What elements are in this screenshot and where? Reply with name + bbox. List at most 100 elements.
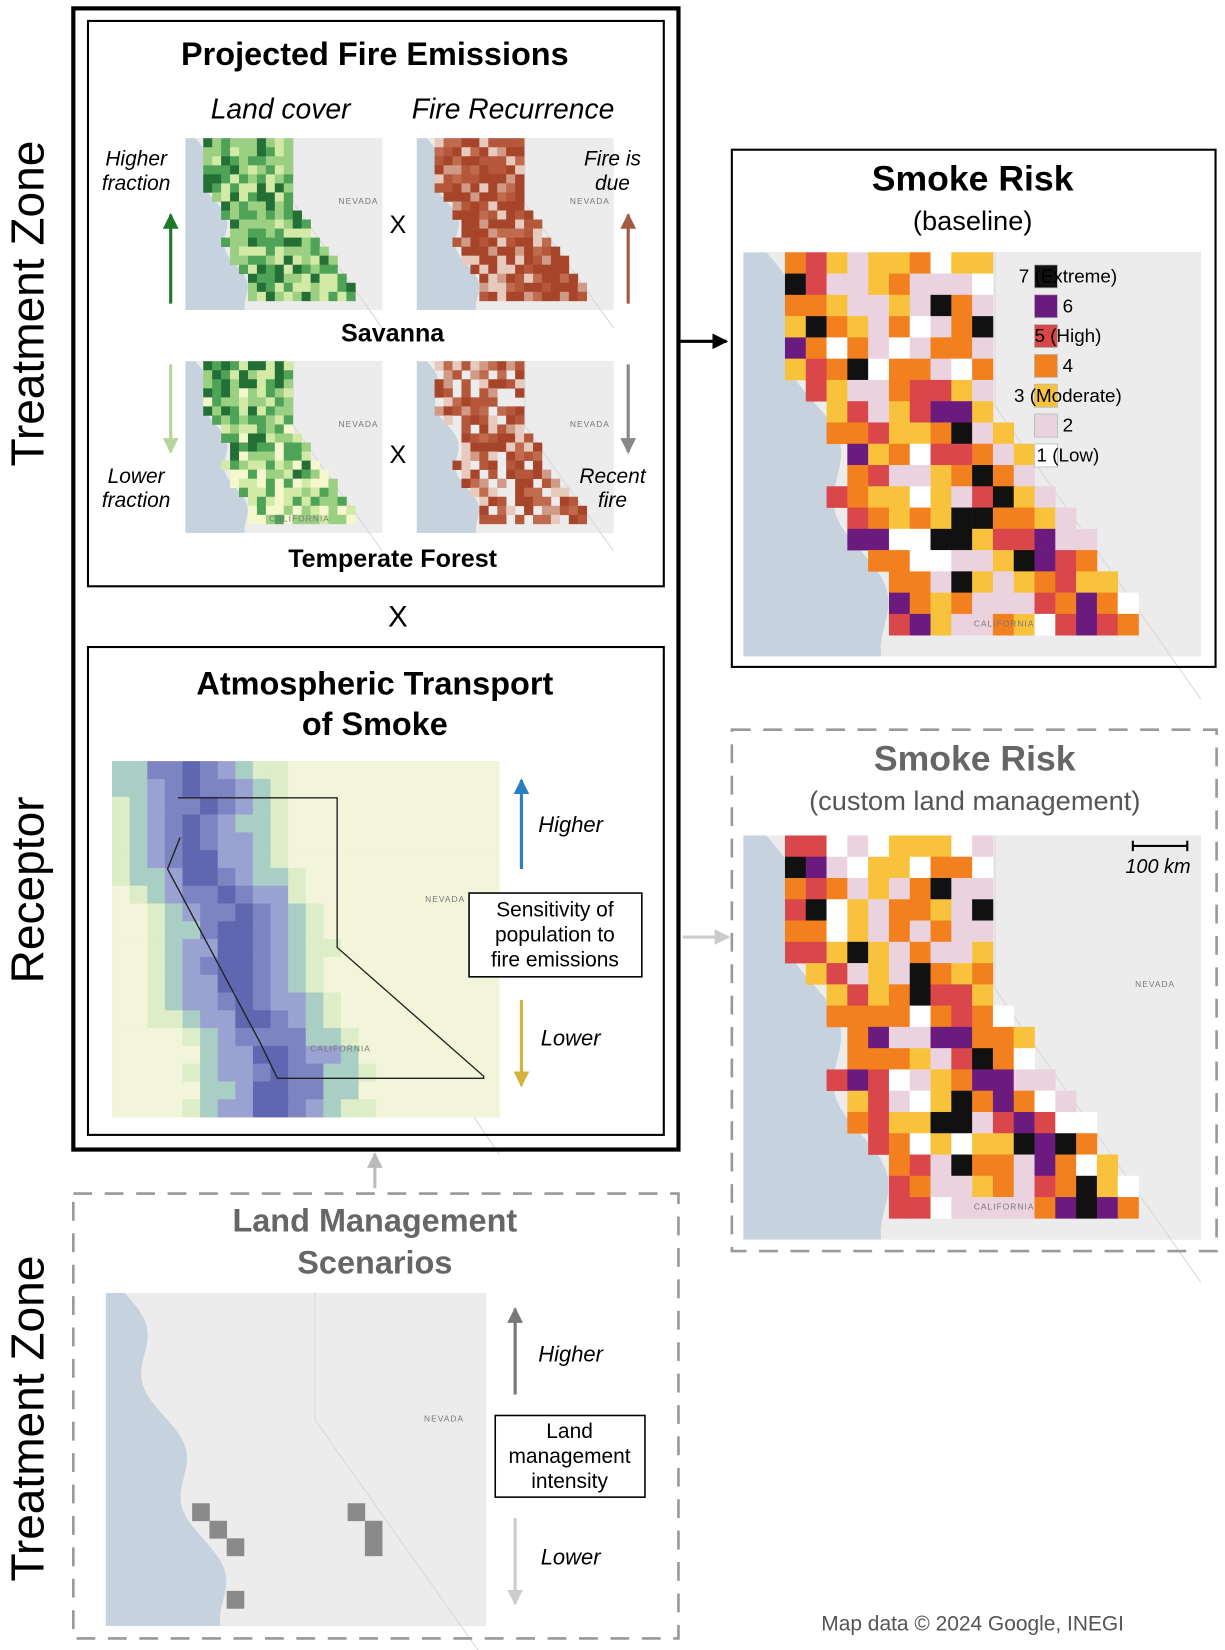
map-cell <box>951 1176 972 1198</box>
map-cell <box>221 238 230 247</box>
map-cell <box>230 210 239 219</box>
map-cell <box>488 361 497 370</box>
map-cell <box>470 370 479 379</box>
map-cell <box>533 274 542 283</box>
map-cell <box>293 265 302 274</box>
map-cell <box>165 886 183 904</box>
map-cell <box>248 165 257 174</box>
map-cell <box>394 1028 412 1046</box>
map-cell <box>889 380 910 402</box>
map-cell <box>889 359 910 381</box>
map-cell <box>130 939 148 957</box>
map-cell <box>910 1155 931 1177</box>
map-cell <box>506 210 515 219</box>
map-cell <box>302 488 311 497</box>
map-cell <box>394 779 412 797</box>
map-cell <box>951 1133 972 1155</box>
map-cell <box>972 337 993 359</box>
map-cell <box>293 443 302 452</box>
map-cell <box>497 165 506 174</box>
map-cell <box>112 779 130 797</box>
map-cell <box>212 415 221 424</box>
map-cell <box>847 1069 868 1091</box>
map-cell <box>376 886 394 904</box>
map-cell <box>411 797 429 815</box>
map-cell <box>376 1099 394 1117</box>
map-cell <box>482 797 500 815</box>
map-cell <box>515 229 524 238</box>
map-cell <box>429 1064 447 1082</box>
map-cell <box>461 256 470 265</box>
map-cell <box>302 238 311 247</box>
map-cell <box>951 529 972 551</box>
map-cell <box>910 401 931 423</box>
map-cell <box>461 238 470 247</box>
map-cell <box>1055 571 1076 593</box>
map-cell <box>470 406 479 415</box>
map-cell <box>271 1099 289 1117</box>
map-cell <box>302 274 311 283</box>
map-cell <box>230 247 239 256</box>
map-cell <box>827 835 848 857</box>
map-cell <box>1055 1091 1076 1113</box>
map-cell <box>348 1503 366 1521</box>
map-cell <box>506 415 515 424</box>
map-cell <box>506 283 515 292</box>
map-cell <box>515 192 524 201</box>
map-cell <box>328 506 337 515</box>
map-cell <box>868 529 889 551</box>
map-cell <box>302 461 311 470</box>
map-cell <box>411 850 429 868</box>
map-cell <box>200 1099 218 1117</box>
map-cell <box>257 388 266 397</box>
map-cell <box>1014 465 1035 487</box>
map-cell <box>230 461 239 470</box>
map-cell <box>248 192 257 201</box>
map-cell <box>533 220 542 229</box>
map-cell <box>182 797 200 815</box>
map-cell <box>130 761 148 779</box>
map-cell <box>533 238 542 247</box>
map-cell <box>461 147 470 156</box>
map-cell <box>306 850 324 868</box>
map-cell <box>288 1082 306 1100</box>
map-cell <box>1014 486 1035 508</box>
map-cell <box>275 379 284 388</box>
map-cell <box>479 147 488 156</box>
map-cell <box>221 174 230 183</box>
map-cell <box>889 316 910 338</box>
map-label: NEVADA <box>570 419 610 429</box>
map-cell <box>479 388 488 397</box>
map-cell <box>515 415 524 424</box>
map-cell <box>1055 1197 1076 1219</box>
map-cell <box>284 443 293 452</box>
map-cell <box>444 415 453 424</box>
map-cell <box>806 380 827 402</box>
map-cell <box>284 192 293 201</box>
map-cell <box>972 1091 993 1113</box>
map-cell <box>515 147 524 156</box>
map-cell <box>453 238 462 247</box>
note: fraction <box>102 172 171 195</box>
map-cell <box>275 370 284 379</box>
map-cell <box>482 1064 500 1082</box>
map-cell <box>444 370 453 379</box>
map-cell <box>453 370 462 379</box>
map-cell <box>515 165 524 174</box>
map: NEVADACALIFORNIA <box>112 761 500 1155</box>
map-cell <box>993 571 1014 593</box>
map-cell <box>889 963 910 985</box>
map-cell <box>275 238 284 247</box>
map-cell <box>221 461 230 470</box>
map-cell <box>248 397 257 406</box>
map-cell <box>248 497 257 506</box>
map-cell <box>275 443 284 452</box>
map-cell <box>497 201 506 210</box>
map-cell <box>257 497 266 506</box>
map-cell <box>275 192 284 201</box>
map-cell <box>302 452 311 461</box>
map-cell <box>785 316 806 338</box>
map-cell <box>889 614 910 636</box>
map-cell <box>182 993 200 1011</box>
map-cell <box>182 1082 200 1100</box>
